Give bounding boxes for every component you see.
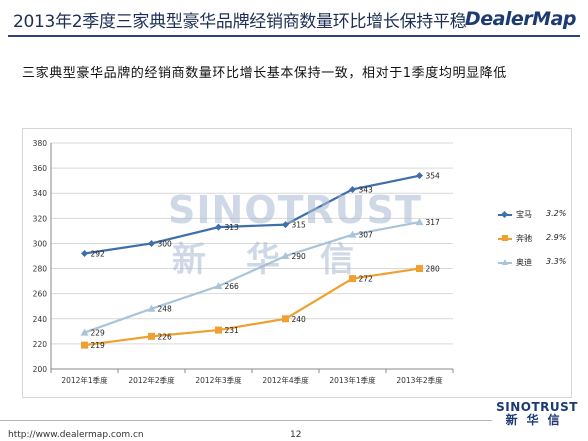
watermark-cjk: 新华信: [172, 240, 394, 280]
x-tick-label: 2012年4季度: [262, 375, 309, 385]
data-label: 219: [91, 341, 106, 350]
sinotrust-logo-latin: SINOTRUST: [496, 400, 578, 414]
data-label: 343: [359, 185, 374, 194]
title-divider: [8, 35, 580, 37]
legend-label: 奔驰: [516, 234, 532, 243]
sinotrust-logo: SINOTRUST 新华信: [496, 401, 578, 427]
data-label: 292: [91, 249, 106, 258]
legend-item-bmw: 宝马 3.2%: [498, 208, 578, 232]
data-label: 317: [426, 218, 441, 227]
data-point: [81, 341, 88, 349]
data-point: [349, 275, 356, 283]
legend-item-audi: 奥迪 3.3%: [498, 256, 578, 280]
data-point: [281, 252, 290, 259]
legend-swatch-audi: [498, 258, 512, 268]
legend-growth-rate: 3.3%: [546, 257, 567, 266]
data-label: 315: [292, 221, 307, 230]
x-tick-label: 2013年1季度: [329, 375, 376, 385]
y-tick-label: 220: [33, 340, 48, 349]
legend-label: 奥迪: [516, 258, 532, 267]
footer-url: http://www.dealermap.com.cn: [8, 430, 144, 440]
data-point: [282, 315, 289, 323]
legend-swatch-benz: [498, 234, 512, 244]
data-label: 290: [292, 252, 307, 261]
y-tick-label: 360: [33, 164, 48, 173]
data-label: 229: [91, 329, 106, 338]
chart-subtitle: 三家典型豪华品牌的经销商数量环比增长基本保持一致，相对于1季度均明显降低: [22, 66, 507, 81]
chart-legend: 宝马 3.2% 奔驰 2.9% 奥迪 3.3%: [498, 208, 578, 280]
data-point: [416, 265, 423, 273]
data-label: 231: [225, 326, 240, 335]
legend-item-benz: 奔驰 2.9%: [498, 232, 578, 256]
data-point: [215, 326, 222, 334]
series-line: [84, 174, 420, 255]
data-label: 300: [158, 239, 173, 248]
y-tick-label: 260: [33, 290, 48, 299]
page-number: 12: [290, 430, 302, 440]
legend-swatch-bmw: [498, 210, 512, 220]
data-label: 226: [158, 332, 173, 341]
data-point: [215, 223, 222, 231]
footer-divider: [0, 420, 492, 421]
data-label: 313: [225, 223, 240, 232]
data-point: [148, 332, 155, 340]
y-tick-label: 300: [33, 239, 48, 248]
series-line: [84, 267, 420, 347]
sinotrust-logo-cjk: 新华信: [505, 413, 569, 427]
data-point: [415, 218, 424, 226]
y-tick-label: 200: [33, 365, 48, 374]
data-label: 272: [359, 275, 374, 284]
data-label: 354: [426, 172, 441, 181]
y-tick-label: 340: [33, 189, 48, 198]
data-point: [348, 230, 357, 238]
data-label: 307: [359, 231, 374, 240]
legend-label: 宝马: [516, 210, 532, 219]
legend-growth-rate: 3.2%: [546, 209, 567, 218]
data-point: [147, 304, 156, 312]
legend-growth-rate: 2.9%: [546, 233, 567, 242]
watermark-latin: SINOTRUST: [168, 188, 422, 232]
line-chart: 200 220 240 260 280 300 320 340 360 380 2012年1季度 20…: [33, 139, 454, 385]
chart-frame: 200 220 240 260 280 300 320 340 360 380 2012年1季度 20…: [22, 128, 572, 398]
y-tick-label: 240: [33, 315, 48, 324]
x-tick-label: 2013年2季度: [396, 375, 443, 385]
data-point: [282, 221, 289, 229]
data-point: [148, 239, 155, 247]
data-point: [81, 249, 88, 257]
x-tick-label: 2012年3季度: [195, 375, 242, 385]
y-tick-label: 380: [33, 139, 48, 148]
y-tick-label: 280: [33, 265, 48, 274]
data-point: [80, 328, 89, 336]
data-label: 240: [292, 315, 307, 324]
data-point: [416, 172, 423, 180]
data-label: 280: [426, 265, 441, 274]
y-tick-label: 320: [33, 214, 48, 223]
data-point: [349, 185, 356, 193]
series-line: [84, 221, 420, 334]
data-point: [214, 282, 223, 290]
data-label: 266: [225, 282, 240, 291]
slide-title: 2013年2季度三家典型豪华品牌经销商数量环比增长保持平稳: [13, 12, 467, 32]
x-tick-label: 2012年2季度: [128, 375, 175, 385]
data-label: 248: [158, 305, 173, 314]
dealermap-logo: DealerMap: [464, 8, 577, 30]
x-tick-label: 2012年1季度: [61, 375, 108, 385]
